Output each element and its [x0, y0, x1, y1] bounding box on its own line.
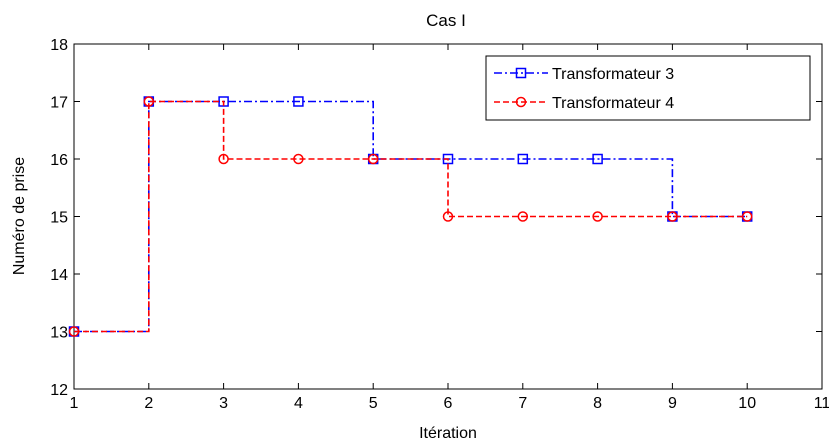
x-axis-title: Itération: [419, 425, 477, 442]
x-tick-label: 5: [369, 395, 378, 412]
x-tick-label: 1: [70, 395, 79, 412]
chart-title: Cas I: [426, 11, 466, 30]
circle-marker: [592, 211, 603, 222]
series-line: [74, 100, 748, 333]
square-marker: [293, 96, 304, 107]
series-2: [68, 96, 753, 337]
square-marker: [442, 153, 454, 165]
x-tick-label: 3: [219, 395, 228, 412]
circle-marker: [367, 153, 379, 165]
x-tick-label: 10: [738, 395, 756, 412]
square-marker: [517, 153, 529, 165]
x-tick-label: 8: [593, 395, 602, 412]
legend-box: [485, 55, 811, 121]
legend-circle-marker: [515, 96, 527, 108]
y-tick-label: 15: [50, 210, 68, 227]
circle-marker: [442, 211, 454, 222]
y-tick-label: 17: [50, 95, 68, 112]
circle-marker: [143, 96, 155, 107]
x-tick-label: 7: [518, 395, 527, 412]
legend-square-marker: [515, 67, 527, 79]
series-layer: [68, 96, 753, 337]
y-tick-label: 13: [50, 325, 68, 342]
circle-marker: [293, 153, 304, 165]
x-tick-label: 6: [444, 395, 453, 412]
circle-marker: [218, 153, 229, 165]
y-axis-title: Numéro de prise: [11, 157, 28, 275]
legend-label: Transformateur 3: [552, 66, 674, 83]
y-tick-label: 12: [50, 382, 68, 399]
x-tick-label: 4: [294, 395, 303, 412]
legend: Transformateur 3 Transformateur 4: [485, 55, 811, 121]
square-marker: [218, 96, 229, 107]
circle-marker: [667, 211, 678, 222]
y-tick-label: 16: [50, 152, 68, 169]
circle-marker: [741, 211, 753, 222]
square-marker: [592, 153, 603, 165]
circle-marker: [517, 211, 529, 222]
y-tick-label: 18: [50, 37, 68, 54]
x-tick-label: 11: [814, 395, 829, 412]
y-tick-label: 14: [50, 267, 68, 284]
series-line: [74, 100, 748, 333]
x-tick-label: 2: [144, 395, 153, 412]
circle-marker: [68, 326, 80, 337]
x-tick-label: 9: [668, 395, 677, 412]
legend-label: Transformateur 4: [552, 95, 674, 112]
